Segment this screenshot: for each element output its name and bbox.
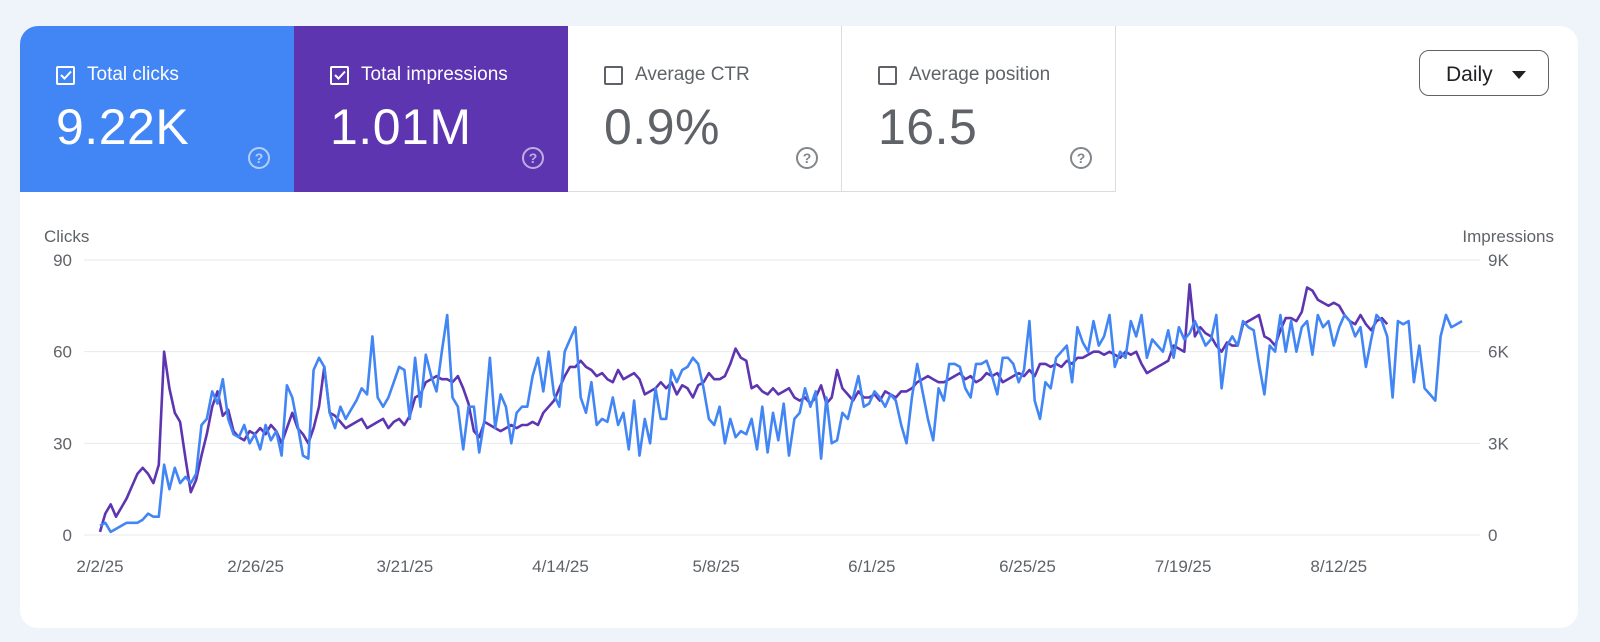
checkbox-icon[interactable] bbox=[56, 65, 75, 85]
tile-label: Average position bbox=[909, 64, 1051, 85]
tile-label: Total clicks bbox=[87, 64, 179, 85]
tile-total-clicks[interactable]: Total clicks 9.22K ? bbox=[20, 26, 294, 192]
x-axis-tick: 2/2/25 bbox=[76, 557, 123, 576]
x-axis-tick: 2/26/25 bbox=[227, 557, 284, 576]
left-axis-tick: 60 bbox=[53, 343, 72, 362]
performance-chart: Clicks Impressions 0 30 60 90 0 3K 6K 9K 2/2/2… bbox=[44, 227, 1554, 576]
x-axis-tick: 8/12/25 bbox=[1310, 557, 1367, 576]
right-axis-tick: 0 bbox=[1488, 526, 1497, 545]
tile-value: 16.5 bbox=[878, 99, 978, 155]
series-line-clicks bbox=[99, 313, 1463, 534]
help-icon[interactable]: ? bbox=[1070, 147, 1092, 169]
left-axis-title: Clicks bbox=[44, 227, 89, 246]
right-axis-tick: 3K bbox=[1488, 434, 1509, 453]
left-axis-tick: 30 bbox=[53, 434, 72, 453]
tile-header: Average CTR bbox=[604, 64, 750, 86]
check-mark-icon bbox=[60, 70, 72, 80]
metric-tiles: Total clicks 9.22K ? Total impressions 1… bbox=[20, 26, 1116, 192]
caret-down-icon bbox=[1512, 71, 1526, 79]
right-axis-tick: 9K bbox=[1488, 251, 1509, 270]
x-axis-tick: 5/8/25 bbox=[693, 557, 740, 576]
granularity-dropdown[interactable]: Daily bbox=[1419, 50, 1549, 96]
right-axis-title: Impressions bbox=[1462, 227, 1554, 246]
tile-label: Total impressions bbox=[361, 64, 508, 85]
help-icon[interactable]: ? bbox=[248, 147, 270, 169]
x-axis-tick: 4/14/25 bbox=[532, 557, 589, 576]
tile-average-position[interactable]: Average position 16.5 ? bbox=[842, 26, 1116, 192]
tile-total-impressions[interactable]: Total impressions 1.01M ? bbox=[294, 26, 568, 192]
x-axis-tick: 6/25/25 bbox=[999, 557, 1056, 576]
tile-average-ctr[interactable]: Average CTR 0.9% ? bbox=[568, 26, 842, 192]
checkbox-icon[interactable] bbox=[878, 65, 897, 85]
x-axis-ticks: 2/2/25 2/26/25 3/21/25 4/14/25 5/8/25 6/1/25 6… bbox=[76, 557, 1367, 576]
left-axis-tick: 0 bbox=[63, 526, 72, 545]
checkbox-icon[interactable] bbox=[330, 65, 349, 85]
tile-label: Average CTR bbox=[635, 64, 750, 85]
x-axis-tick: 7/19/25 bbox=[1155, 557, 1212, 576]
performance-card: Total clicks 9.22K ? Total impressions 1… bbox=[20, 26, 1578, 628]
help-icon[interactable]: ? bbox=[796, 147, 818, 169]
right-axis-tick: 6K bbox=[1488, 343, 1509, 362]
tile-header: Average position bbox=[878, 64, 1050, 86]
tile-value: 9.22K bbox=[56, 99, 190, 155]
help-icon[interactable]: ? bbox=[522, 147, 544, 169]
checkbox-icon[interactable] bbox=[604, 65, 623, 85]
x-axis-tick: 3/21/25 bbox=[376, 557, 433, 576]
left-axis-ticks: 0 30 60 90 bbox=[53, 251, 72, 545]
granularity-selected: Daily bbox=[1446, 63, 1493, 86]
left-axis-tick: 90 bbox=[53, 251, 72, 270]
tile-header: Total clicks bbox=[56, 64, 179, 86]
tile-value: 0.9% bbox=[604, 99, 720, 155]
grid-lines bbox=[84, 259, 1480, 536]
tile-header: Total impressions bbox=[330, 64, 508, 86]
tile-value: 1.01M bbox=[330, 99, 472, 155]
x-axis-tick: 6/1/25 bbox=[848, 557, 895, 576]
check-mark-icon bbox=[334, 70, 346, 80]
right-axis-ticks: 0 3K 6K 9K bbox=[1488, 251, 1509, 545]
series-lines bbox=[98, 283, 1463, 534]
